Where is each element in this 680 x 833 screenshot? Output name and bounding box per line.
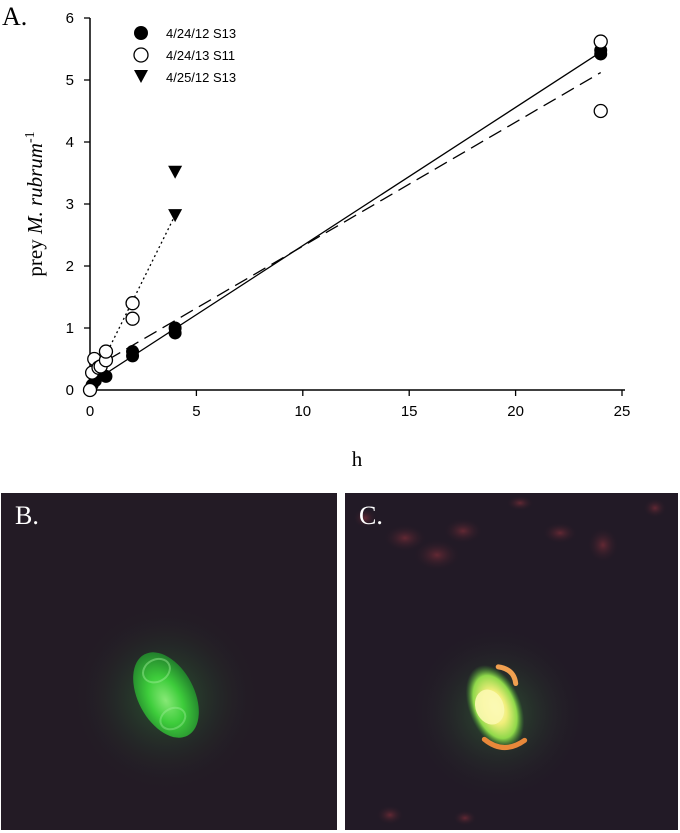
y-tick-label-0: 0 [66,382,74,399]
panel-label-a: A. [2,2,27,31]
legend: 4/24/12 S13 4/24/13 S11 4/25/12 S13 [133,26,236,85]
legend-label-series-1: 4/24/12 S13 [166,26,236,41]
data-point-series-1-8 [168,321,182,335]
fit-line-series-1 [89,51,602,385]
x-tick-label-0: 0 [86,403,94,420]
y-axis-label-prefix: prey [23,234,47,277]
x-tick-label-3: 15 [401,403,418,420]
data-point-series-2-8 [125,296,140,311]
x-tick-label-5: 25 [614,403,631,420]
data-point-series-1-6 [126,345,140,359]
y-tick-label-6: 6 [66,10,74,27]
x-tick-label-2: 10 [294,403,311,420]
legend-marker-series-2 [133,47,149,63]
fit-line-series-2 [89,71,602,371]
panel-label-b: B. [15,501,39,530]
y-axis-label-superscript: -1 [23,131,38,143]
data-point-series-2-9 [593,34,608,49]
y-tick-label-1: 1 [66,320,74,337]
micrograph-c-image [353,495,667,826]
panel-label-c: C. [359,501,383,530]
y-tick-label-2: 2 [66,258,74,275]
red-debris [353,495,667,826]
green-cell [133,652,199,738]
data-point-series-2-0 [82,382,98,398]
legend-label-series-2: 4/24/13 S11 [166,48,235,63]
y-axis-label-italic: M. rubrum [23,143,47,235]
x-axis-label: h [352,447,363,471]
y-tick-label-4: 4 [66,134,74,151]
legend-marker-series-1 [134,26,148,40]
micrograph-b-image [71,603,261,793]
data-point-series-3-1 [168,209,183,223]
data-points [82,34,608,398]
y-axis-label: prey M. rubrum-1 [23,131,47,276]
data-point-series-3-0 [168,165,183,179]
axis-ticks: 0 5 10 15 20 25 0 1 2 3 4 5 6 [66,10,631,420]
yellow-cell [465,664,528,751]
legend-label-series-3: 4/25/12 S13 [166,70,236,85]
fit-lines [89,51,602,388]
data-point-series-2-10 [593,103,608,119]
x-tick-label-1: 5 [192,403,200,420]
x-tick-label-4: 20 [507,403,524,420]
legend-marker-series-3 [134,70,148,83]
y-tick-label-5: 5 [66,72,74,89]
micrograph-c: C. [345,493,678,830]
y-tick-label-3: 3 [66,196,74,213]
micrograph-b: B. [1,493,337,830]
data-point-series-2-7 [125,311,140,326]
data-point-series-2-6 [98,344,114,359]
